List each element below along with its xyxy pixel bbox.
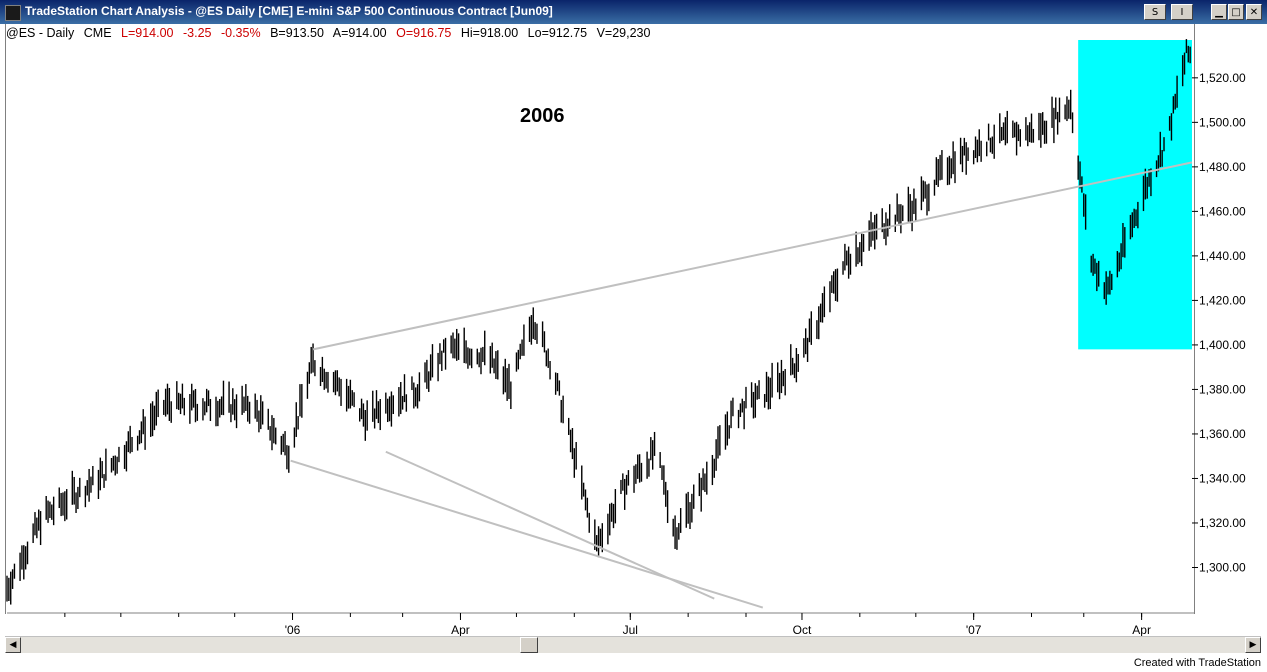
- status-change: -3.25: [182, 26, 212, 40]
- y-tick-label: 1,420.00: [1199, 293, 1246, 307]
- status-ask: A=914.00: [332, 26, 387, 40]
- trendline: [385, 450, 715, 600]
- x-tick-label: Jul: [623, 623, 638, 637]
- y-tick-label: 1,320.00: [1199, 516, 1246, 530]
- footer-credit: Created with TradeStation: [1133, 657, 1261, 669]
- close-button[interactable]: ✕: [1246, 4, 1262, 20]
- trendline: [312, 161, 1193, 351]
- scroll-right-arrow-icon[interactable]: ▶: [1245, 637, 1261, 653]
- y-tick-label: 1,460.00: [1199, 204, 1246, 218]
- symbol-link-button[interactable]: S: [1144, 4, 1166, 20]
- y-tick-label: 1,440.00: [1199, 249, 1246, 263]
- x-tick-label: '06: [285, 623, 301, 637]
- window-title: TradeStation Chart Analysis - @ES Daily …: [25, 4, 553, 18]
- trendline: [290, 459, 764, 609]
- y-tick-label: 1,480.00: [1199, 160, 1246, 174]
- chart-frame: [5, 24, 1195, 614]
- status-bid: B=913.50: [270, 26, 324, 40]
- status-last: L=914.00: [121, 26, 174, 40]
- highlight-region: [1078, 40, 1192, 350]
- x-tick-label: Apr: [1132, 623, 1151, 637]
- y-tick-label: 1,340.00: [1199, 471, 1246, 485]
- status-low: Lo=912.75: [527, 26, 588, 40]
- minimize-button[interactable]: ▁: [1211, 4, 1227, 20]
- status-pct: -0.35%: [220, 26, 261, 40]
- maximize-button[interactable]: □: [1228, 4, 1244, 20]
- y-tick-label: 1,380.00: [1199, 382, 1246, 396]
- x-tick-label: Apr: [451, 623, 470, 637]
- y-tick-label: 1,300.00: [1199, 560, 1246, 574]
- y-tick-label: 1,400.00: [1199, 338, 1246, 352]
- x-tick-label: Oct: [793, 623, 812, 637]
- window-title-bar[interactable]: TradeStation Chart Analysis - @ES Daily …: [0, 0, 1267, 24]
- y-tick-label: 1,520.00: [1199, 71, 1246, 85]
- x-tick-label: '07: [966, 623, 982, 637]
- quote-status-line: @ES - Daily CME L=914.00 -3.25 -0.35% B=…: [6, 26, 656, 40]
- y-tick-label: 1,500.00: [1199, 115, 1246, 129]
- chart-app-icon: [5, 5, 21, 21]
- interval-link-button[interactable]: I: [1171, 4, 1193, 20]
- status-symbol: @ES - Daily: [6, 26, 75, 40]
- horizontal-scrollbar[interactable]: ◀ ▶: [5, 636, 1261, 653]
- y-tick-label: 1,360.00: [1199, 427, 1246, 441]
- scroll-left-arrow-icon[interactable]: ◀: [5, 637, 21, 653]
- status-open: O=916.75: [396, 26, 452, 40]
- status-high: Hi=918.00: [460, 26, 519, 40]
- status-volume: V=29,230: [596, 26, 651, 40]
- year-annotation: 2006: [520, 105, 565, 127]
- scroll-thumb[interactable]: [520, 637, 538, 653]
- status-exchange: CME: [83, 26, 112, 40]
